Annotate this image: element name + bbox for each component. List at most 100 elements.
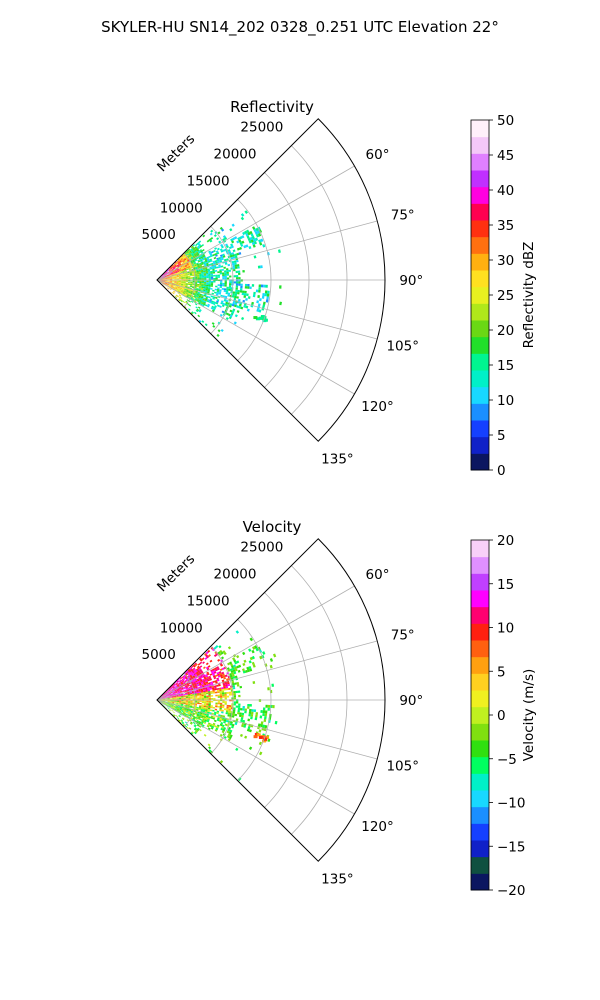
data-cell [223, 708, 227, 711]
data-cell [228, 304, 232, 308]
data-cell [205, 271, 209, 274]
data-cell [185, 277, 189, 279]
data-cell [198, 677, 202, 680]
data-cell [230, 245, 234, 249]
data-cell [200, 296, 204, 299]
data-cell [178, 696, 182, 698]
data-cell [178, 697, 182, 699]
data-cell [183, 698, 186, 700]
data-cell [187, 693, 190, 695]
data-cell [178, 286, 181, 288]
data-cell [185, 686, 189, 689]
data-cell [181, 678, 184, 681]
data-cell [220, 256, 224, 259]
data-cell [205, 681, 209, 684]
data-cell [198, 319, 202, 323]
data-cell [224, 281, 227, 284]
data-cell [203, 288, 206, 290]
data-cell [176, 281, 179, 283]
data-cell [193, 728, 197, 731]
data-cell [204, 700, 207, 703]
data-cell [230, 670, 234, 673]
data-cell [262, 735, 267, 739]
data-cell [206, 275, 209, 277]
data-cell [187, 672, 190, 675]
data-cell [214, 729, 218, 732]
data-cell [198, 706, 202, 708]
data-cell [179, 269, 182, 272]
data-cell [243, 304, 247, 308]
data-cell [204, 718, 208, 721]
data-cell [169, 697, 172, 698]
data-cell [177, 272, 181, 274]
data-cell [172, 683, 175, 686]
data-cell [187, 692, 190, 695]
data-cell [189, 264, 192, 267]
data-cell [178, 274, 181, 276]
data-cell [218, 264, 221, 267]
data-cell [223, 721, 226, 724]
data-cell [183, 702, 186, 704]
data-cell [174, 696, 177, 698]
data-cell [185, 292, 188, 295]
data-cell [247, 237, 251, 242]
data-cell [173, 267, 176, 270]
data-cell [216, 247, 220, 251]
data-cell [187, 704, 191, 706]
data-cell [182, 260, 185, 263]
data-cell [222, 675, 226, 678]
data-cell [210, 669, 213, 672]
data-cell [234, 291, 238, 295]
data-cell [198, 287, 202, 289]
data-cell [225, 719, 229, 723]
data-cell [164, 275, 167, 277]
data-cell [218, 719, 222, 723]
data-cell [213, 676, 217, 680]
data-cell [274, 720, 278, 725]
data-cell [206, 671, 209, 675]
data-cell [167, 698, 170, 699]
data-cell [200, 268, 204, 271]
data-cell [252, 226, 256, 230]
data-cell [183, 703, 186, 705]
data-cell [194, 282, 198, 284]
data-cell [180, 302, 184, 306]
data-cell [269, 658, 274, 662]
data-cell [189, 287, 192, 289]
data-cell [236, 684, 240, 687]
data-cell [225, 292, 229, 295]
data-cell [204, 698, 207, 700]
data-cell [230, 256, 234, 260]
data-cell [181, 697, 184, 699]
data-cell [200, 722, 204, 725]
data-cell [194, 280, 198, 282]
data-cell [182, 677, 186, 680]
data-cell [185, 275, 188, 277]
data-cell [214, 247, 217, 250]
data-cell [172, 698, 175, 699]
data-cell [181, 276, 184, 278]
data-cell [220, 294, 223, 297]
data-cell [173, 272, 176, 275]
data-cell [224, 284, 227, 287]
data-cell [194, 678, 197, 681]
data-cell [178, 697, 182, 699]
data-cell [179, 700, 182, 702]
data-cell [178, 703, 182, 705]
data-cell [174, 261, 177, 264]
data-cell [230, 676, 234, 680]
data-cell [184, 289, 187, 291]
data-cell [262, 301, 266, 305]
data-cell [196, 264, 200, 267]
data-cell [231, 303, 235, 307]
data-cell [169, 288, 172, 291]
data-cell [246, 229, 250, 233]
data-cell [176, 698, 179, 699]
data-cell [216, 726, 220, 729]
data-cell [173, 692, 176, 694]
colorbar-segment [471, 740, 489, 758]
data-cell [189, 254, 192, 257]
data-cell [198, 257, 202, 260]
data-cell [172, 686, 176, 689]
